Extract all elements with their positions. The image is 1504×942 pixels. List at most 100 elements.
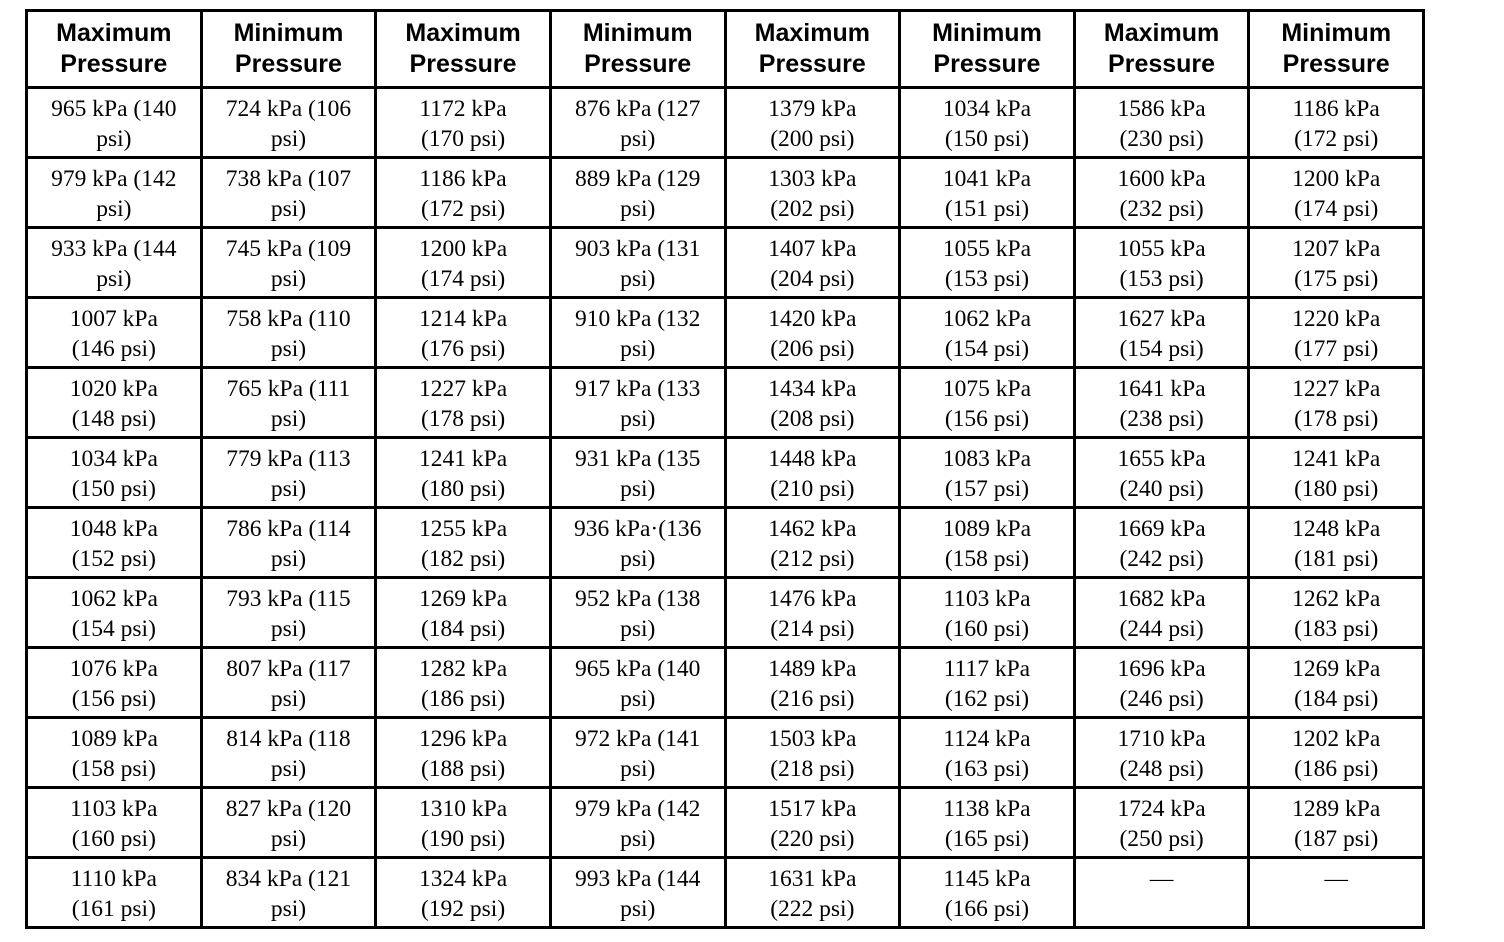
cell-line: psi) — [270, 476, 307, 502]
cell-line: 1200 kPa — [419, 236, 508, 262]
pressure-cell: 793 kPa (115 psi) — [199, 576, 378, 649]
cell-line: 1055 kPa — [1117, 236, 1206, 262]
pressure-cell: 936 kPa·(136 psi) — [548, 506, 727, 579]
cell-line: 1310 kPa — [419, 796, 508, 822]
pressure-cell: 1117 kPa (162 psi) — [898, 646, 1076, 719]
pressure-cell: 1296 kPa (188 psi) — [374, 716, 552, 789]
cell-line: (206 psi) — [770, 336, 855, 362]
cell-line: 786 kPa (114 — [226, 516, 351, 542]
cell-line: (184 psi) — [420, 616, 506, 642]
column-header-line: Minimum — [582, 19, 693, 47]
cell-line: (242 psi) — [1119, 546, 1204, 572]
cell-line: 1186 kPa — [419, 166, 507, 192]
pressure-cell: 1207 kPa (175 psi) — [1247, 226, 1425, 299]
pressure-cell: 1055 kPa (153 psi) — [1072, 226, 1251, 299]
cell-line: psi) — [270, 616, 307, 642]
cell-line: (150 psi) — [944, 126, 1030, 152]
table-row: 965 kPa (140 psi) 724 kPa (106 psi) 1172 kPa… — [25, 86, 1425, 159]
pressure-cell: 1041 kPa (151 psi) — [898, 156, 1076, 229]
cell-line: 1172 kPa — [419, 96, 507, 122]
pressure-cell: 1220 kPa (177 psi) — [1247, 296, 1425, 369]
pressure-cell: 1255 kPa (182 psi) — [374, 506, 552, 579]
cell-line: psi) — [270, 266, 307, 292]
cell-line: 972 kPa (141 — [575, 726, 701, 752]
cell-line: 1110 kPa — [70, 866, 157, 892]
pressure-cell: 834 kPa (121 psi) — [199, 856, 378, 929]
cell-line: 952 kPa (138 — [575, 586, 701, 612]
cell-line: 1434 kPa — [768, 376, 857, 402]
cell-line: (176 psi) — [420, 336, 506, 362]
pressure-cell: 933 kPa (144 psi) — [25, 226, 203, 299]
pressure-cell: 1007 kPa (146 psi) — [25, 296, 203, 369]
cell-line: 1089 kPa — [69, 726, 158, 752]
cell-line: 1200 kPa — [1292, 166, 1381, 192]
cell-line: psi) — [96, 196, 132, 222]
cell-line: — — [1324, 866, 1348, 892]
cell-line: (180 psi) — [1294, 476, 1379, 502]
column-header-line: Pressure — [409, 50, 517, 78]
pressure-cell: 1420 kPa (206 psi) — [723, 296, 902, 369]
pressure-cell: 1462 kPa (212 psi) — [723, 506, 902, 579]
cell-line: (204 psi) — [770, 266, 855, 292]
pressure-cell: 1020 kPa (148 psi) — [25, 366, 203, 439]
pressure-cell: 889 kPa (129 psi) — [548, 156, 727, 229]
pressure-cell: 1089 kPa (158 psi) — [25, 716, 203, 789]
pressure-cell: 1227 kPa (178 psi) — [374, 366, 552, 439]
pressure-cell: 765 kPa (111 psi) — [199, 366, 378, 439]
cell-line: (174 psi) — [1294, 196, 1379, 222]
pressure-cell: 931 kPa (135 psi) — [548, 436, 727, 509]
cell-line: 1186 kPa — [1292, 96, 1380, 122]
cell-line: (178 psi) — [1294, 406, 1379, 432]
cell-line: 1296 kPa — [419, 726, 508, 752]
table-row: 1076 kPa (156 psi) 807 kPa (117 psi) 1282 kP… — [25, 646, 1425, 719]
cell-line: 1682 kPa — [1117, 586, 1206, 612]
cell-line: 1145 kPa — [943, 866, 1031, 892]
cell-line: 931 kPa (135 — [575, 446, 701, 472]
cell-line: 1517 kPa — [768, 796, 857, 822]
pressure-cell: 979 kPa (142 psi) — [548, 786, 727, 859]
pressure-cell: 1476 kPa (214 psi) — [723, 576, 902, 649]
cell-line: psi) — [620, 406, 656, 432]
pressure-cell: 1075 kPa (156 psi) — [898, 366, 1076, 439]
cell-line: 1055 kPa — [942, 236, 1031, 262]
pressure-cell: 1682 kPa (244 psi) — [1072, 576, 1251, 649]
pressure-cell: 965 kPa (140 psi) — [25, 86, 203, 159]
pressure-cell: 1600 kPa (232 psi) — [1072, 156, 1251, 229]
column-header-line: Maximum — [56, 19, 172, 47]
cell-line: psi) — [620, 266, 656, 292]
cell-line: psi) — [620, 546, 656, 572]
pressure-cell: 1103 kPa (160 psi) — [25, 786, 203, 859]
cell-line: 876 kPa (127 — [575, 96, 701, 122]
pressure-cell: 1034 kPa (150 psi) — [25, 436, 203, 509]
cell-line: (154 psi) — [1119, 336, 1204, 362]
table-row: 1103 kPa (160 psi) 827 kPa (120 psi) 1310 kP… — [25, 786, 1425, 859]
column-header-line: Minimum — [233, 19, 344, 47]
pressure-cell: 1200 kPa (174 psi) — [374, 226, 552, 299]
cell-line: (248 psi) — [1119, 756, 1204, 782]
column-header-line: Minimum — [1281, 19, 1392, 47]
table-row: 1062 kPa (154 psi) 793 kPa (115 psi) 1269 kP… — [25, 576, 1425, 649]
cell-line: (181 psi) — [1294, 546, 1379, 572]
cell-line: (148 psi) — [71, 406, 156, 432]
cell-line: 1269 kPa — [1292, 656, 1381, 682]
cell-line: 965 kPa (140 — [51, 96, 177, 122]
cell-line: 917 kPa (133 — [575, 376, 701, 402]
pressure-cell: 1145 kPa (166 psi) — [898, 856, 1076, 929]
pressure-cell: 1289 kPa (187 psi) — [1247, 786, 1425, 859]
cell-line: (192 psi) — [420, 896, 506, 922]
cell-line: (146 psi) — [71, 336, 156, 362]
pressure-cell: 1627 kPa (154 psi) — [1072, 296, 1251, 369]
cell-line: 965 kPa (140 — [575, 656, 701, 682]
pressure-cell: 745 kPa (109 psi) — [199, 226, 378, 299]
cell-line: psi) — [270, 686, 307, 712]
cell-line: 1655 kPa — [1117, 446, 1206, 472]
cell-line: (220 psi) — [770, 826, 855, 852]
cell-line: 1241 kPa — [419, 446, 508, 472]
cell-line: 1669 kPa — [1117, 516, 1206, 542]
cell-line: 1103 kPa — [943, 586, 1031, 612]
pressure-cell: 1434 kPa (208 psi) — [723, 366, 902, 439]
cell-line: (244 psi) — [1119, 616, 1204, 642]
cell-line: 1214 kPa — [419, 306, 508, 332]
cell-line: 1227 kPa — [419, 376, 508, 402]
cell-line: psi) — [620, 336, 656, 362]
